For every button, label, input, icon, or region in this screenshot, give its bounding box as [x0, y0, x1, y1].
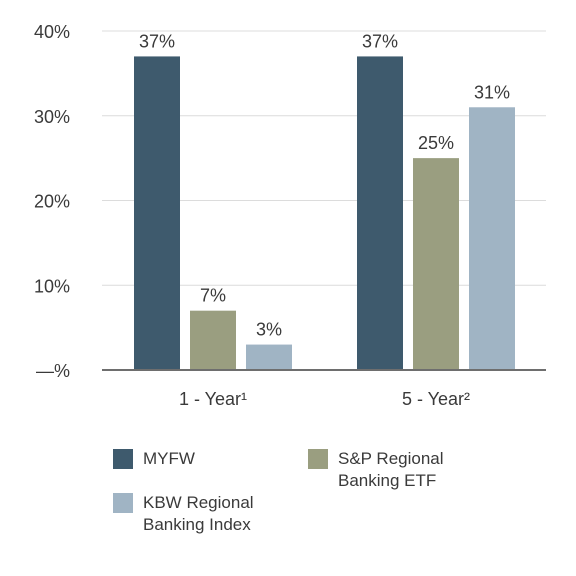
legend-label-line: MYFW	[143, 449, 195, 468]
legend-label-sp-etf: S&P Regional Banking ETF	[338, 448, 444, 492]
y-tick-label: 30%	[34, 107, 70, 127]
bar	[357, 56, 403, 371]
legend-swatch-kbw-index	[113, 493, 133, 513]
legend-item-myfw: MYFW	[113, 448, 195, 470]
legend-item-sp-regional-banking-etf: S&P Regional Banking ETF	[308, 448, 444, 492]
y-tick-label: 20%	[34, 192, 70, 212]
x-tick-label: 1 - Year¹	[179, 389, 247, 409]
data-label: 37%	[362, 31, 398, 51]
bar	[413, 158, 459, 370]
legend-item-kbw-regional-banking-index: KBW Regional Banking Index	[113, 492, 254, 536]
y-tick-label: 40%	[34, 22, 70, 42]
legend-label-line: Banking Index	[143, 515, 251, 534]
x-tick-label: 5 - Year²	[402, 389, 470, 409]
data-label: 37%	[139, 31, 175, 51]
bar	[190, 310, 236, 370]
legend-swatch-sp-etf	[308, 449, 328, 469]
y-tick-label: 10%	[34, 276, 70, 296]
legend-label-line: S&P Regional	[338, 449, 444, 468]
legend-label-line: KBW Regional	[143, 493, 254, 512]
legend-label-kbw-index: KBW Regional Banking Index	[143, 492, 254, 536]
chart-plot: —% 10% 20% 30% 40% 37% 37% 7% 25% 3% 31% 1 - Year¹ 5…	[34, 22, 546, 409]
data-label: 7%	[200, 286, 226, 306]
bar	[469, 107, 515, 371]
data-label: 25%	[418, 133, 454, 153]
bar	[134, 56, 180, 371]
data-label: 31%	[474, 82, 510, 102]
legend-label-myfw: MYFW	[143, 448, 195, 470]
data-label: 3%	[256, 320, 282, 340]
bar	[246, 344, 292, 370]
y-tick-label: —%	[36, 361, 70, 381]
legend-swatch-myfw	[113, 449, 133, 469]
legend-label-line: Banking ETF	[338, 471, 437, 490]
